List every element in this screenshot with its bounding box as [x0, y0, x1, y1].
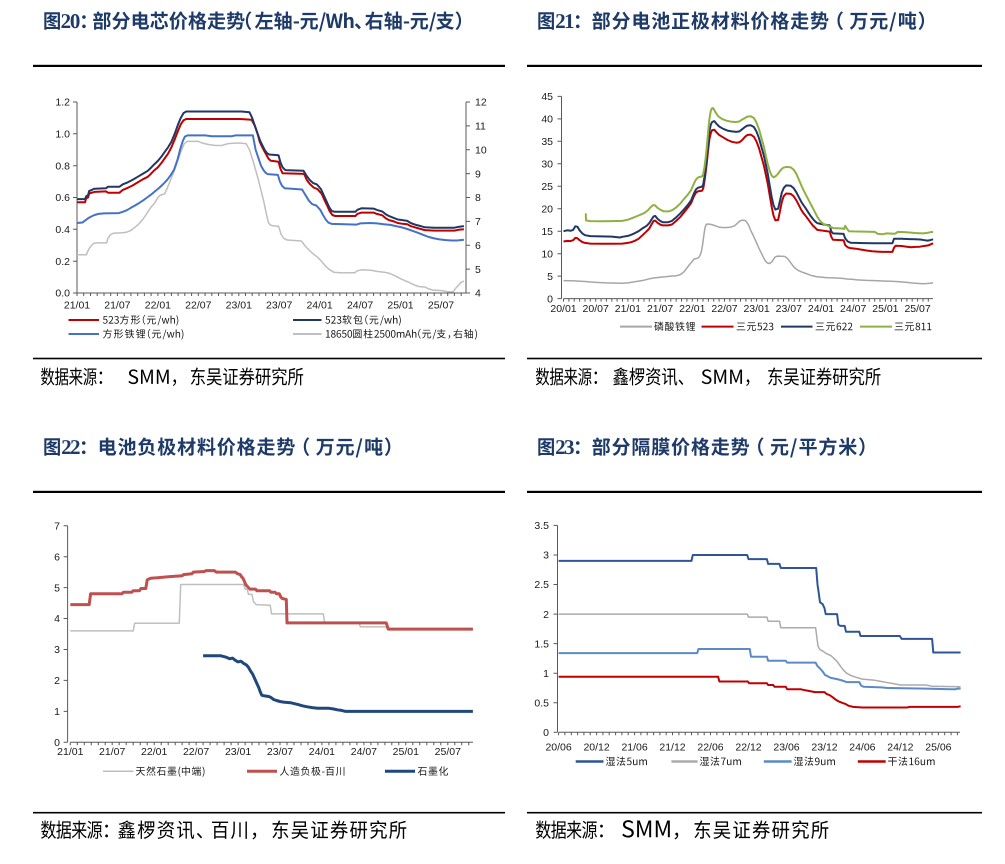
- svg-text:20/07: 20/07: [583, 303, 609, 315]
- svg-text:3: 3: [543, 550, 549, 562]
- svg-text:4: 4: [54, 613, 60, 625]
- svg-text:21/01: 21/01: [57, 746, 83, 758]
- svg-text:22/07: 22/07: [185, 299, 211, 311]
- svg-text:25/07: 25/07: [428, 299, 454, 311]
- svg-text:0.2: 0.2: [55, 256, 70, 268]
- svg-text:24/07: 24/07: [351, 746, 377, 758]
- svg-text:1: 1: [543, 668, 549, 680]
- svg-text:21/07: 21/07: [104, 299, 130, 311]
- svg-text:23/01: 23/01: [226, 299, 252, 311]
- svg-text:23/01: 23/01: [743, 303, 769, 315]
- svg-text:25/06: 25/06: [925, 742, 951, 754]
- svg-text:7: 7: [54, 520, 60, 532]
- svg-text:11: 11: [475, 121, 486, 133]
- svg-text:24/06: 24/06: [849, 742, 875, 754]
- svg-text:9: 9: [475, 168, 481, 180]
- svg-text:25/01: 25/01: [393, 746, 419, 758]
- svg-text:5: 5: [475, 264, 481, 276]
- svg-text:10: 10: [475, 144, 487, 156]
- svg-text:24/01: 24/01: [808, 303, 834, 315]
- svg-text:1.2: 1.2: [55, 97, 70, 109]
- svg-text:10: 10: [541, 248, 553, 260]
- svg-text:6: 6: [54, 551, 60, 563]
- svg-text:23/07: 23/07: [266, 299, 292, 311]
- svg-text:0: 0: [54, 737, 60, 749]
- svg-text:0: 0: [543, 727, 549, 739]
- svg-text:23/07: 23/07: [267, 746, 293, 758]
- svg-text:1: 1: [54, 706, 60, 718]
- svg-text:0.0: 0.0: [55, 288, 70, 300]
- svg-text:22/12: 22/12: [735, 742, 761, 754]
- svg-text:20/06: 20/06: [545, 742, 571, 754]
- svg-text:22/01: 22/01: [679, 303, 705, 315]
- svg-text:15: 15: [541, 226, 553, 238]
- svg-text:0: 0: [547, 293, 553, 305]
- svg-text:2: 2: [543, 609, 549, 621]
- svg-text:20/01: 20/01: [550, 303, 576, 315]
- svg-text:5: 5: [547, 271, 553, 283]
- svg-text:25/01: 25/01: [872, 303, 898, 315]
- svg-text:21/07: 21/07: [99, 746, 125, 758]
- svg-text:2.5: 2.5: [534, 579, 549, 591]
- svg-text:1.0: 1.0: [55, 129, 70, 141]
- svg-text:20/12: 20/12: [583, 742, 609, 754]
- svg-text:20: 20: [541, 203, 553, 215]
- svg-text:24/01: 24/01: [309, 746, 335, 758]
- svg-text:22/06: 22/06: [697, 742, 723, 754]
- svg-text:12: 12: [475, 97, 487, 109]
- svg-text:21/12: 21/12: [659, 742, 685, 754]
- svg-text:30: 30: [541, 159, 553, 171]
- svg-text:1.5: 1.5: [534, 638, 549, 650]
- svg-text:45: 45: [541, 91, 553, 103]
- svg-text:22/01: 22/01: [145, 299, 171, 311]
- svg-text:21/01: 21/01: [615, 303, 641, 315]
- svg-text:24/01: 24/01: [306, 299, 332, 311]
- svg-text:21/07: 21/07: [647, 303, 673, 315]
- svg-text:23/06: 23/06: [773, 742, 799, 754]
- svg-text:5: 5: [54, 582, 60, 594]
- svg-text:24/07: 24/07: [347, 299, 373, 311]
- svg-text:2: 2: [54, 675, 60, 687]
- svg-text:23/12: 23/12: [811, 742, 837, 754]
- svg-text:22/07: 22/07: [183, 746, 209, 758]
- svg-text:40: 40: [541, 114, 553, 126]
- svg-text:22/01: 22/01: [141, 746, 167, 758]
- svg-text:24/12: 24/12: [887, 742, 913, 754]
- svg-text:0.6: 0.6: [55, 192, 70, 204]
- svg-text:25/07: 25/07: [904, 303, 930, 315]
- svg-text:0.4: 0.4: [55, 224, 70, 236]
- svg-text:3: 3: [54, 644, 60, 656]
- svg-text:21/06: 21/06: [621, 742, 647, 754]
- svg-text:0.8: 0.8: [55, 160, 70, 172]
- svg-text:25/01: 25/01: [387, 299, 413, 311]
- svg-text:25: 25: [541, 181, 553, 193]
- svg-text:7: 7: [475, 216, 481, 228]
- svg-text:35: 35: [541, 136, 553, 148]
- svg-text:8: 8: [475, 192, 481, 204]
- svg-text:6: 6: [475, 240, 481, 252]
- svg-text:22/07: 22/07: [711, 303, 737, 315]
- svg-text:23/01: 23/01: [225, 746, 251, 758]
- svg-text:3.5: 3.5: [534, 520, 549, 532]
- svg-text:25/07: 25/07: [435, 746, 461, 758]
- svg-text:23/07: 23/07: [776, 303, 802, 315]
- svg-text:0.5: 0.5: [534, 698, 549, 710]
- svg-text:4: 4: [475, 288, 481, 300]
- svg-text:24/07: 24/07: [840, 303, 866, 315]
- svg-text:21/01: 21/01: [64, 299, 90, 311]
